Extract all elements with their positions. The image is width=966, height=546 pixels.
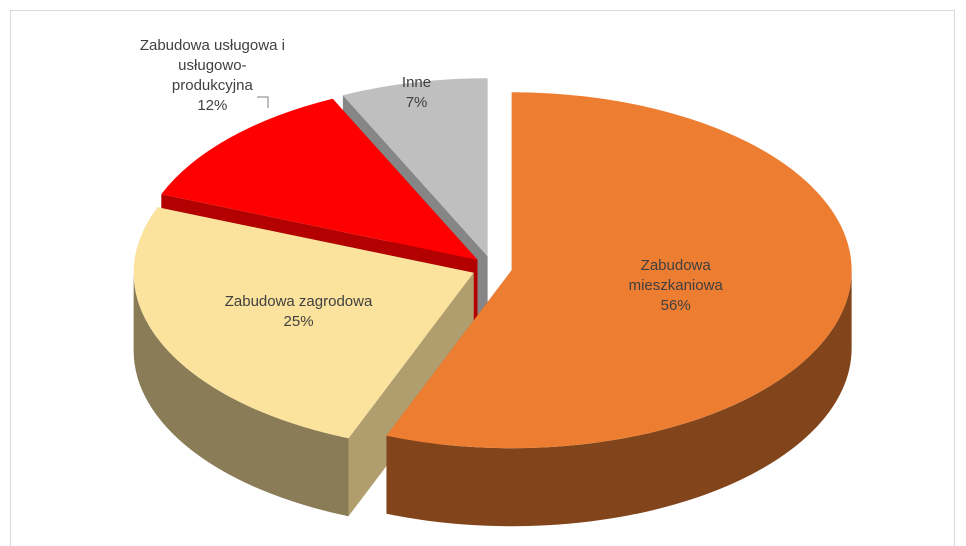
category-label: Zabudowa mieszkaniowa bbox=[628, 257, 723, 295]
slice bbox=[161, 98, 478, 260]
data-label: Zabudowa usługowa i usługowo-produkcyjna… bbox=[139, 36, 285, 114]
slice-side bbox=[386, 270, 852, 527]
value-label: 56% bbox=[660, 297, 691, 315]
category-label: Inne bbox=[401, 73, 432, 91]
data-label: Zabudowa zagrodowa 25% bbox=[224, 292, 373, 330]
value-label: 12% bbox=[197, 96, 228, 114]
slice bbox=[386, 92, 852, 449]
chart-frame bbox=[10, 10, 955, 546]
category-label: Zabudowa usługowa i usługowo-produkcyjna bbox=[139, 36, 285, 94]
slice bbox=[342, 78, 488, 257]
value-label: 7% bbox=[405, 93, 428, 111]
data-label: Zabudowa mieszkaniowa 56% bbox=[628, 257, 723, 315]
leader-line bbox=[257, 96, 269, 108]
slice-side bbox=[133, 272, 349, 517]
category-label: Zabudowa zagrodowa bbox=[224, 292, 373, 310]
slice bbox=[133, 207, 474, 439]
value-label: 25% bbox=[283, 312, 314, 330]
data-label: Inne 7% bbox=[401, 73, 432, 111]
